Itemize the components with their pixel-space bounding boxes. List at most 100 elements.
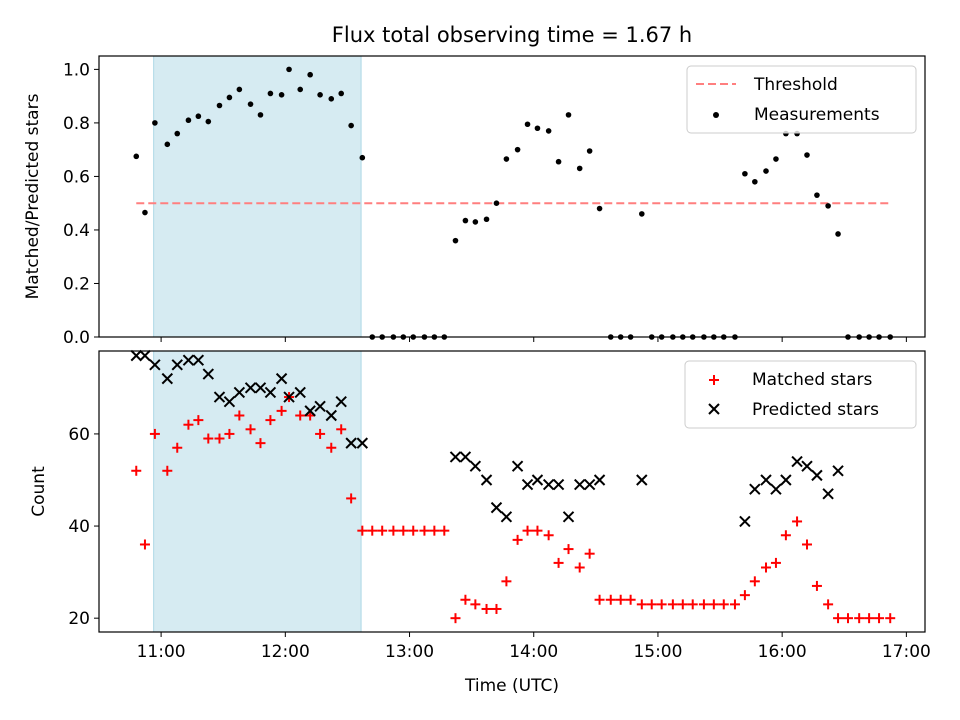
predicted-star-point — [223, 395, 236, 408]
predicted-star-point — [749, 483, 761, 495]
matched-star-point — [491, 603, 502, 614]
predicted-star-point — [264, 386, 277, 399]
predicted-star-point — [182, 354, 195, 366]
predicted-star-point — [832, 465, 844, 477]
matched-star-point — [450, 613, 461, 624]
top-y-axis-label: Matched/Predicted stars — [23, 93, 43, 299]
matched-star-point — [885, 613, 896, 624]
y-tick-label: 1.0 — [63, 60, 90, 80]
measurement-point — [297, 86, 304, 93]
measurement-point — [514, 146, 521, 153]
y-tick-label: 20 — [68, 609, 90, 629]
measurement-point — [164, 141, 171, 148]
matched-star-point — [131, 465, 142, 476]
matched-legend-swatch — [709, 375, 719, 385]
x-tick-label: 15:00 — [633, 642, 682, 662]
measurement-point — [545, 128, 552, 134]
predicted-star-point — [780, 474, 792, 486]
matched-star-point — [408, 525, 419, 536]
predicted-star-point — [325, 409, 337, 422]
matched-star-point — [615, 594, 626, 605]
predicted-star-point — [244, 382, 257, 394]
matched-star-point — [346, 493, 357, 504]
x-tick-label: 16:00 — [758, 642, 807, 662]
measurements-legend-label: Measurements — [754, 105, 880, 125]
bottom-y-axis: 20 40 60 — [68, 425, 99, 629]
measurement-point — [195, 113, 202, 120]
measurement-point — [565, 112, 572, 118]
predicted-star-point — [139, 349, 151, 362]
measurement-point — [307, 71, 313, 78]
matched-star-point — [522, 525, 533, 536]
predicted-star-point — [811, 469, 823, 482]
measurement-point — [835, 231, 841, 237]
predicted-star-point — [791, 455, 803, 468]
predicted-star-point — [149, 359, 161, 371]
predicted-star-point — [304, 405, 316, 417]
predicted-star-point — [335, 395, 347, 408]
predicted-star-point — [822, 488, 834, 500]
measurement-point — [286, 66, 292, 73]
predicted-star-point — [739, 515, 751, 528]
measurement-point — [247, 101, 254, 107]
top-chart-panel: 0.0 0.2 0.4 0.6 0.8 1.0 Matched/Predicted sta… — [23, 55, 926, 348]
measurement-point — [534, 125, 541, 132]
top-axes-frame — [98, 55, 926, 338]
predicted-star-point — [770, 483, 782, 495]
predicted-star-point — [573, 478, 586, 491]
predicted-star-point — [254, 382, 267, 394]
predicted-star-point — [469, 460, 482, 472]
matched-star-point — [584, 548, 595, 559]
matched-star-point — [864, 613, 875, 624]
predicted-star-point — [511, 460, 524, 472]
y-tick-label: 0.4 — [63, 221, 90, 241]
predicted-star-point — [449, 451, 462, 463]
predicted-star-point — [801, 460, 813, 472]
predicted-star-point — [490, 501, 503, 514]
predicted-star-point — [130, 349, 142, 362]
matched-star-point — [646, 599, 657, 610]
matched-star-point — [543, 530, 554, 541]
matched-star-point — [792, 516, 803, 527]
predicted-star-point — [500, 511, 513, 523]
measurement-point — [152, 120, 158, 126]
matched-star-point — [729, 599, 740, 610]
matched-star-point — [698, 599, 709, 610]
predicted-star-point — [171, 359, 183, 371]
matched-star-point — [770, 557, 781, 568]
matched-star-point — [823, 599, 834, 610]
x-axis-label: Time (UTC) — [464, 676, 559, 696]
figure-title: Flux total observing time = 1.67 h — [332, 23, 692, 47]
matched-star-point — [162, 465, 173, 476]
matched-star-point — [594, 594, 605, 605]
predicted-star-point — [636, 474, 648, 486]
matched-star-point — [718, 599, 729, 610]
matched-star-point — [315, 428, 326, 439]
matched-star-point — [193, 415, 204, 426]
predicted-star-point — [562, 511, 575, 523]
matched-star-point — [749, 576, 760, 587]
matched-star-point — [224, 428, 235, 439]
predicted-star-point — [593, 474, 606, 486]
predicted-star-point — [202, 368, 215, 380]
measurement-point — [452, 237, 459, 244]
predicted-star-point — [294, 386, 306, 399]
matched-star-point — [501, 576, 512, 587]
measurement-point — [359, 154, 366, 161]
measurement-point — [503, 156, 510, 162]
matched-star-point — [687, 599, 698, 610]
measurement-point — [596, 205, 603, 212]
matched-star-point — [833, 613, 844, 624]
matched-star-point — [512, 534, 523, 545]
matched-star-point — [802, 539, 812, 550]
y-tick-label: 0.8 — [63, 114, 90, 134]
matched-star-point — [377, 525, 388, 536]
matched-star-point — [398, 525, 409, 536]
y-tick-label: 0.0 — [63, 328, 90, 348]
matched-star-point — [429, 525, 440, 536]
x-tick-label: 11:00 — [137, 642, 186, 662]
predicted-star-point — [760, 474, 772, 486]
measurement-point — [586, 148, 593, 154]
matched-star-point — [367, 525, 378, 536]
matched-star-point — [265, 415, 276, 426]
